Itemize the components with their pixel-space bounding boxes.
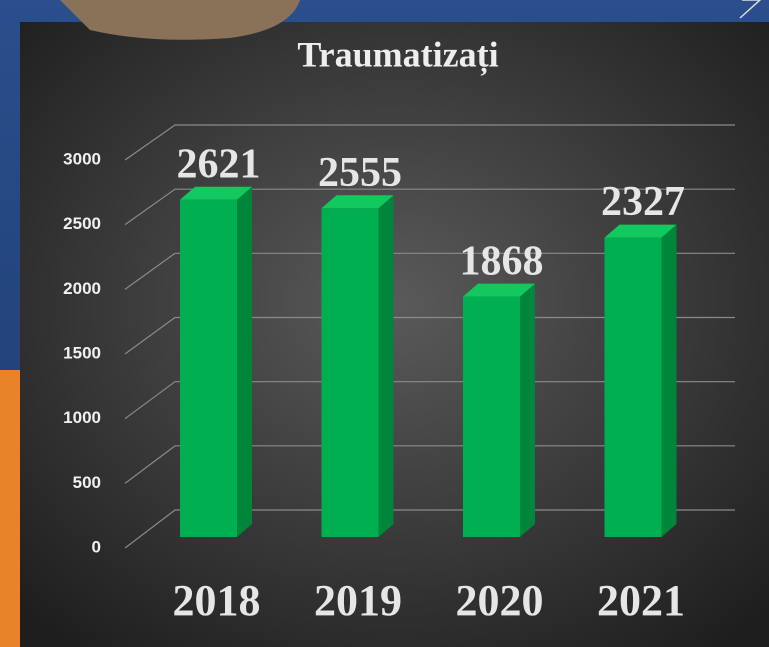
chart-title: Traumatizați — [297, 34, 498, 75]
value-label: 1868 — [460, 238, 544, 284]
bar-side — [520, 284, 535, 537]
bar — [322, 208, 379, 537]
bar — [180, 200, 237, 537]
bar — [463, 297, 520, 537]
x-tick-label: 2018 — [173, 576, 261, 625]
y-tick-label: 2500 — [63, 214, 101, 233]
x-tick-label: 2020 — [456, 576, 544, 625]
x-tick-label: 2021 — [597, 576, 685, 625]
y-tick-label: 0 — [92, 537, 101, 556]
bar — [605, 238, 662, 537]
y-tick-label: 1500 — [63, 343, 101, 362]
y-tick-label: 2000 — [63, 279, 101, 298]
x-tick-label: 2019 — [314, 576, 402, 625]
y-tick-label: 500 — [73, 473, 101, 492]
y-tick-label: 3000 — [63, 149, 101, 168]
value-label: 2621 — [177, 141, 261, 187]
value-label: 2555 — [318, 150, 402, 196]
bar-side — [237, 187, 252, 537]
orange-strip — [0, 370, 22, 647]
bar-side — [379, 195, 394, 537]
page: {"chart_data": {"type": "bar", "title": … — [0, 0, 769, 647]
chart: Traumatizați 0 500 1000 1500 2000 2500 3000 201… — [0, 0, 769, 647]
y-tick-label: 1000 — [63, 408, 101, 427]
value-label: 2327 — [601, 179, 685, 225]
bar-side — [662, 225, 677, 537]
